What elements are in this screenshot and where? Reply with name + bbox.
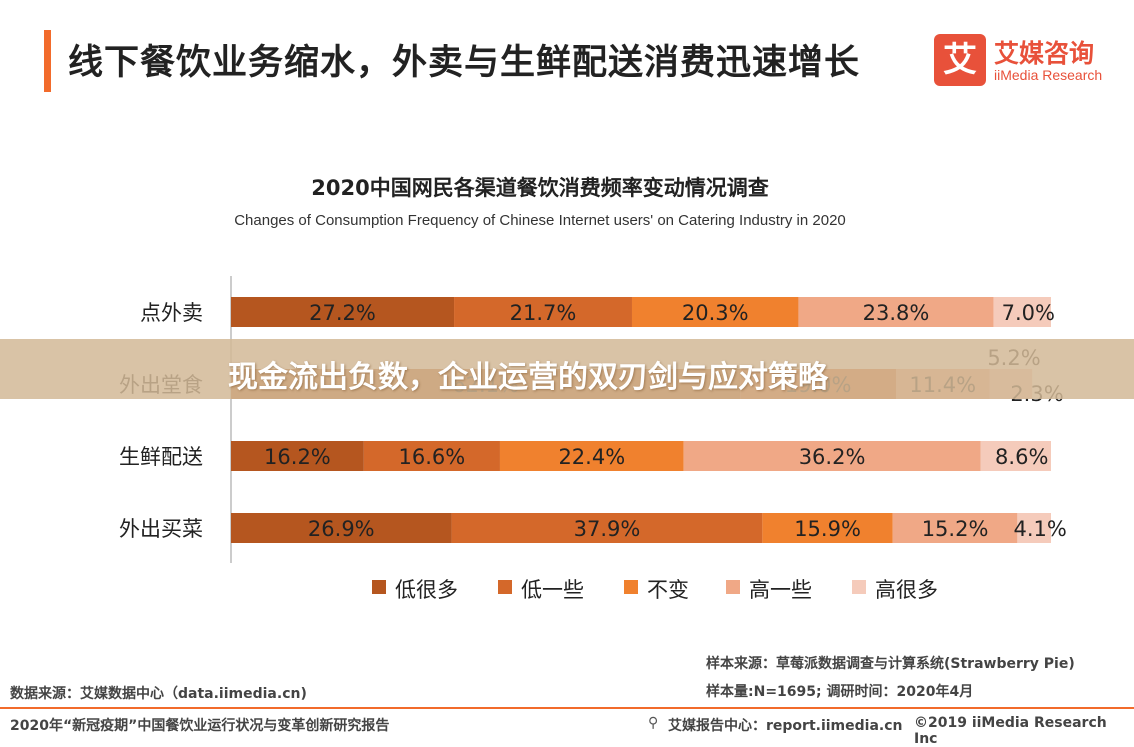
data-source-note: 数据来源：艾媒数据中心（data.iimedia.cn) [10,686,307,702]
data-label: 21.7% [510,301,577,325]
data-label: 16.6% [399,445,466,469]
legend-label: 低一些 [521,578,584,602]
category-label: 外出买菜 [119,517,203,541]
category-label: 生鲜配送 [119,445,203,469]
bar-segment [631,297,799,327]
copyright-note: ©2019 iiMedia Research Inc [914,715,1107,747]
bar-segment [980,441,1051,471]
data-label: 7.0% [1002,301,1055,325]
data-label: 22.4% [558,445,625,469]
bar-segment [363,441,500,471]
data-label: 20.3% [682,301,749,325]
title-accent-bar [44,30,51,92]
bar-segment [993,297,1051,327]
bar-segment [499,441,684,471]
headline-banner-text: 现金流出负数，企业运营的双刃剑与应对策略 [228,360,828,395]
logo-name-en: iiMedia Research [994,67,1103,83]
chart-title: 2020中国网民各渠道餐饮消费频率变动情况调查 [311,176,769,200]
bar-segment [454,297,632,327]
legend-label: 高一些 [749,578,812,602]
bar-segment [231,441,364,471]
legend-swatch [498,580,512,594]
data-label: 4.1% [1014,517,1067,541]
data-label: 36.2% [799,445,866,469]
bar-segment [798,297,994,327]
legend-label: 不变 [647,578,689,602]
data-label: 15.9% [794,517,861,541]
report-center-icon: ⚲ [648,715,659,731]
bar-segment [231,297,455,327]
data-label: 16.2% [264,445,331,469]
logo-name-cn: 艾媒咨询 [994,39,1095,68]
report-title-note: 2020年“新冠疫期”中国餐饮业运行状况与变革创新研究报告 [10,718,390,734]
legend-label: 高很多 [875,578,938,602]
data-label: 15.2% [922,517,989,541]
bar-segment [762,513,893,543]
report-center-link[interactable]: 艾媒报告中心：report.iimedia.cn [668,718,903,734]
legend-swatch [726,580,740,594]
data-label: 26.9% [308,517,375,541]
sample-source-note: 样本来源：草莓派数据调查与计算系统(Strawberry Pie) [706,656,1075,672]
data-label: 27.2% [309,301,376,325]
legend-label: 低很多 [395,578,458,602]
bar-segment [892,513,1018,543]
chart-subtitle: Changes of Consumption Frequency of Chin… [234,212,846,229]
iimedia-logo: 艾 艾媒咨询 iiMedia Research [934,34,1124,86]
category-label: 点外卖 [140,301,203,325]
legend-swatch [372,580,386,594]
headline-banner [0,339,1134,399]
bar-segment [683,441,981,471]
legend-swatch [852,580,866,594]
page-title: 线下餐饮业务缩水，外卖与生鲜配送消费迅速增长 [68,43,861,83]
logo-mark-icon: 艾 [934,34,986,86]
bar-segment [1017,513,1051,543]
data-label: 37.9% [574,517,641,541]
legend-swatch [624,580,638,594]
footer-divider [0,707,1134,709]
data-label: 8.6% [995,445,1048,469]
bar-segment [231,513,452,543]
sample-size-note: 样本量:N=1695; 调研时间：2020年4月 [706,684,974,700]
bar-segment [451,513,763,543]
data-label: 23.8% [863,301,930,325]
